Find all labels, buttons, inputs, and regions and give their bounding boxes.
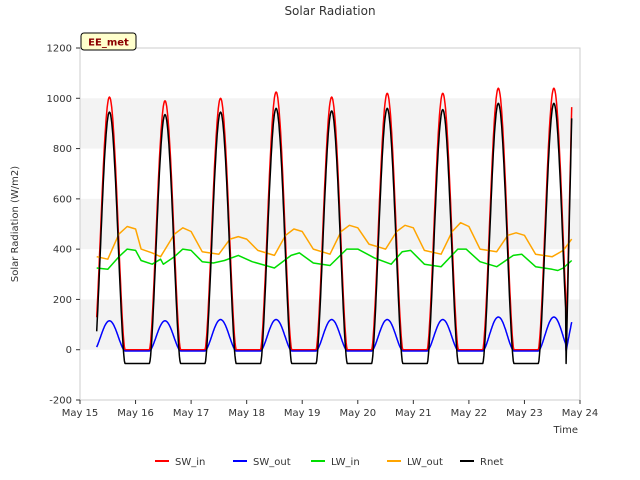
x-axis-title: Time (553, 425, 578, 436)
y-tick-label: 400 (53, 245, 72, 256)
legend-item-lw_out: LW_out (387, 457, 443, 468)
x-tick-label: May 21 (395, 408, 432, 419)
x-tick-label: May 20 (339, 408, 376, 419)
y-tick-label: 200 (53, 295, 72, 306)
y-tick-label: -200 (49, 396, 72, 407)
series-layer (95, 87, 573, 365)
y-axis: -200 0 200 400 600 800 1000 1200 (47, 44, 80, 407)
legend-item-sw_out: SW_out (233, 457, 291, 468)
series-line-lw_in (96, 248, 573, 272)
station-badge-box (80, 32, 137, 51)
series-line-lw_out (96, 221, 573, 260)
y-tick-label: 0 (66, 345, 72, 356)
x-tick-label: May 19 (284, 408, 321, 419)
grid-band (80, 198, 580, 250)
legend-item-rnet: Rnet (460, 457, 503, 468)
y-tick-label: 600 (53, 194, 72, 205)
chart-title: Solar Radiation (284, 4, 375, 18)
legend-label: LW_in (331, 457, 360, 468)
y-tick-label: 800 (53, 144, 72, 155)
legend-item-lw_in: LW_in (311, 457, 360, 468)
x-tick-label: May 22 (451, 408, 488, 419)
legend-label: Rnet (480, 457, 503, 468)
x-tick-label: May 15 (62, 408, 99, 419)
legend-label: SW_in (175, 457, 205, 468)
series-line-sw_out (95, 316, 573, 352)
station-badge-label: EE_met (88, 38, 129, 49)
plot-frame (79, 47, 581, 401)
legend: SW_in SW_out LW_in LW_out Rnet (155, 457, 503, 468)
x-tick-label: May 16 (117, 408, 154, 419)
legend-label: SW_out (253, 457, 291, 468)
legend-item-sw_in: SW_in (155, 457, 205, 468)
x-tick-label: May 24 (562, 408, 599, 419)
y-tick-label: 1000 (47, 94, 72, 105)
x-axis: May 15 May 16 May 17 May 18 May 19 May 20 May … (62, 400, 599, 419)
legend-label: LW_out (407, 457, 443, 468)
y-tick-label: 1200 (47, 44, 72, 55)
x-tick-label: May 23 (506, 408, 543, 419)
grid-band (80, 299, 580, 350)
station-badge: EE_met (80, 32, 137, 51)
x-tick-label: May 17 (173, 408, 210, 419)
x-tick-label: May 18 (228, 408, 265, 419)
y-axis-title: Solar Radiation (W/m2) (10, 166, 21, 282)
series-line-rnet (95, 102, 573, 365)
